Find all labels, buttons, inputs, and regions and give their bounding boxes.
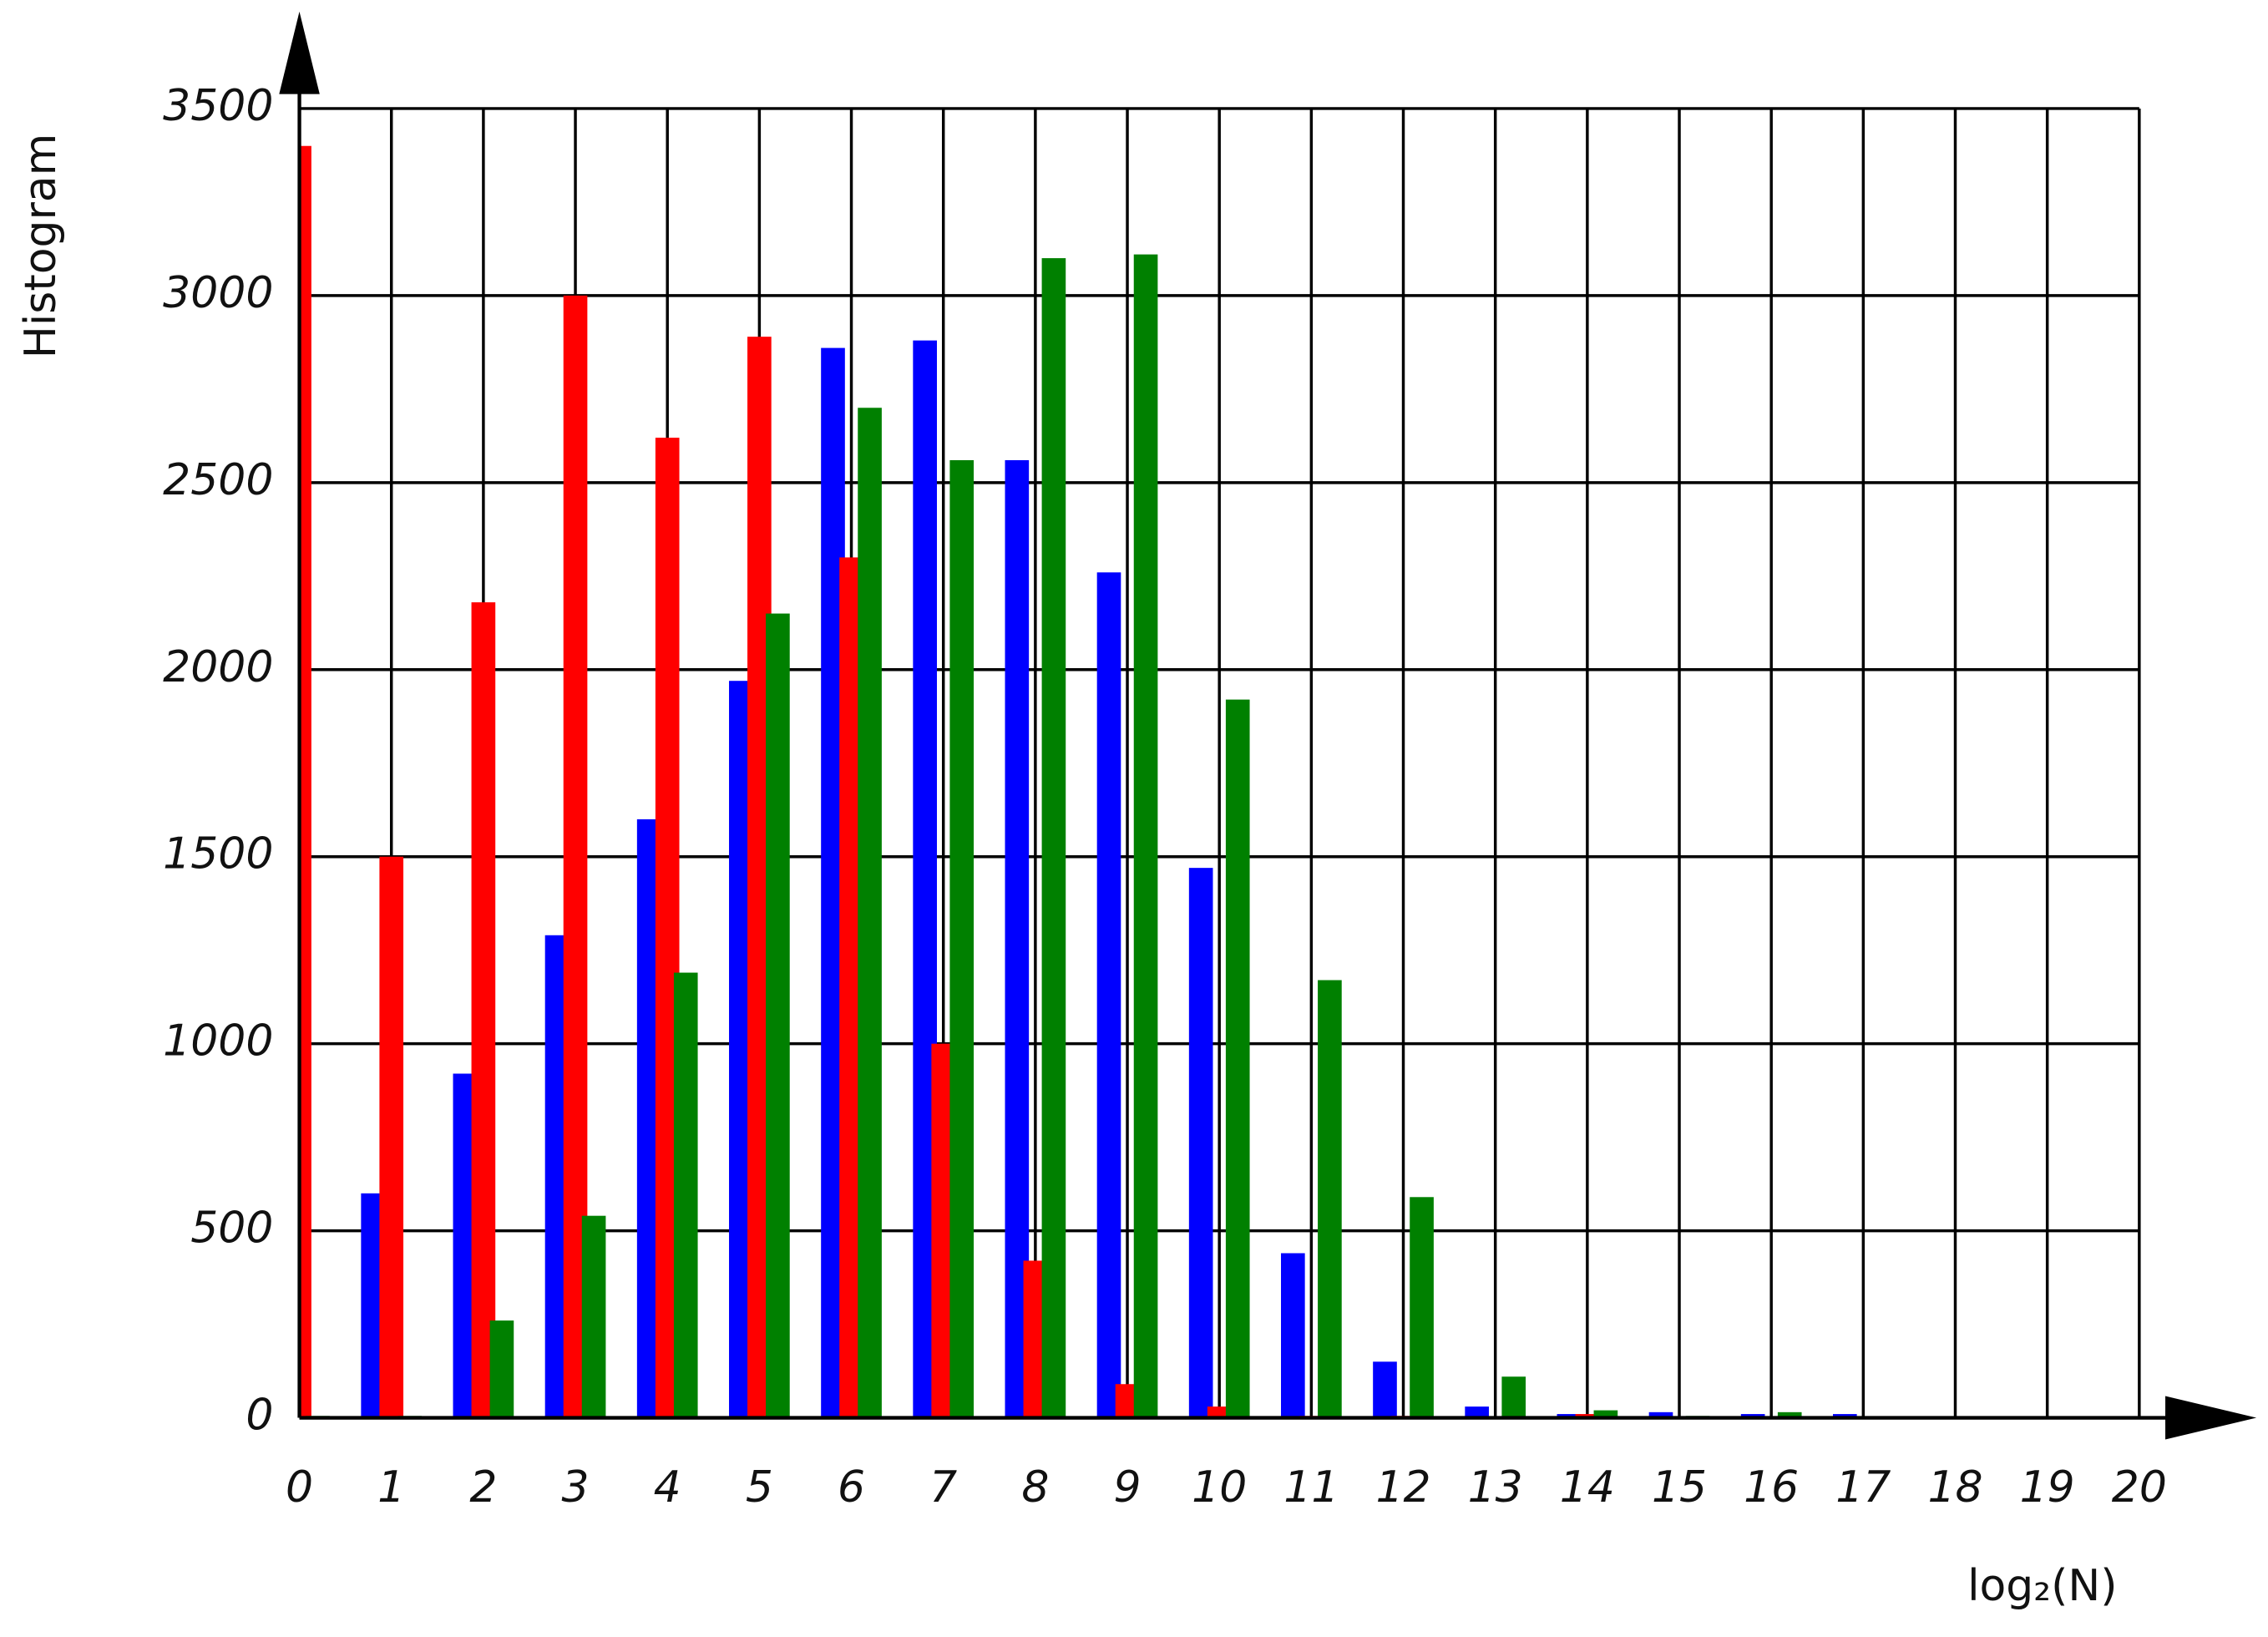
y-tick-label: 2500: [163, 455, 273, 505]
x-tick-label: 11: [1283, 1462, 1339, 1513]
bar: [1648, 1411, 1673, 1418]
y-tick-label: 3000: [163, 268, 273, 318]
y-tick-label: 1500: [163, 829, 273, 879]
bar: [1207, 1406, 1232, 1418]
x-tick-label: 9: [1114, 1462, 1142, 1513]
x-tick-label: 15: [1652, 1462, 1707, 1513]
x-tick-label: 0: [286, 1462, 313, 1513]
x-tick-label: 6: [838, 1462, 865, 1513]
bar: [1133, 254, 1158, 1418]
bar: [1593, 1410, 1618, 1418]
bar: [673, 972, 698, 1418]
bar: [1501, 1376, 1526, 1418]
x-tick-label: 17: [1835, 1462, 1891, 1513]
y-axis-label: Histogram: [16, 134, 66, 359]
x-tick-label: 2: [469, 1462, 497, 1513]
x-tick-label: 7: [929, 1462, 957, 1513]
y-tick-label: 3500: [163, 81, 273, 131]
bar: [1410, 1197, 1434, 1418]
bar: [1575, 1414, 1600, 1418]
x-tick-label: 1: [377, 1462, 405, 1513]
y-tick-label: 500: [190, 1204, 273, 1254]
bar: [299, 145, 311, 1418]
bar: [1096, 572, 1121, 1418]
y-tick-label: 1000: [163, 1016, 273, 1067]
bar: [1188, 868, 1213, 1418]
y-tick-label: 2000: [163, 642, 273, 692]
bar: [949, 459, 975, 1418]
x-axis-arrow: [2165, 1396, 2257, 1440]
bar: [1465, 1406, 1489, 1418]
bar: [1225, 699, 1250, 1418]
x-tick-label: 20: [2112, 1462, 2167, 1513]
x-tick-label: 14: [1560, 1462, 1615, 1513]
bar: [1318, 980, 1342, 1418]
x-tick-label: 8: [1021, 1462, 1049, 1513]
x-tick-label: 3: [562, 1462, 590, 1513]
bar: [1740, 1414, 1765, 1418]
x-tick-label: 18: [1927, 1462, 1982, 1513]
bar: [471, 602, 496, 1418]
bar: [1373, 1361, 1397, 1418]
bar: [858, 408, 882, 1418]
bar: [1041, 258, 1066, 1418]
x-tick-label: 10: [1192, 1462, 1247, 1513]
bar: [1005, 459, 1030, 1418]
bar: [1777, 1411, 1802, 1418]
bar: [766, 613, 790, 1418]
bar: [1557, 1414, 1582, 1418]
bar: [379, 856, 404, 1418]
bar: [581, 1215, 606, 1418]
y-axis-arrow: [279, 11, 320, 94]
x-tick-label: 5: [746, 1462, 773, 1513]
bar: [1281, 1253, 1305, 1418]
y-tick-label: 0: [246, 1391, 273, 1441]
bar: [489, 1320, 514, 1418]
bar: [1832, 1414, 1857, 1418]
x-tick-label: 4: [654, 1462, 681, 1513]
x-tick-label: 12: [1375, 1462, 1430, 1513]
x-tick-label: 16: [1744, 1462, 1799, 1513]
x-tick-label: 19: [2020, 1462, 2075, 1513]
x-axis-label: log₂(N): [1967, 1561, 2117, 1611]
x-tick-label: 13: [1468, 1462, 1523, 1513]
